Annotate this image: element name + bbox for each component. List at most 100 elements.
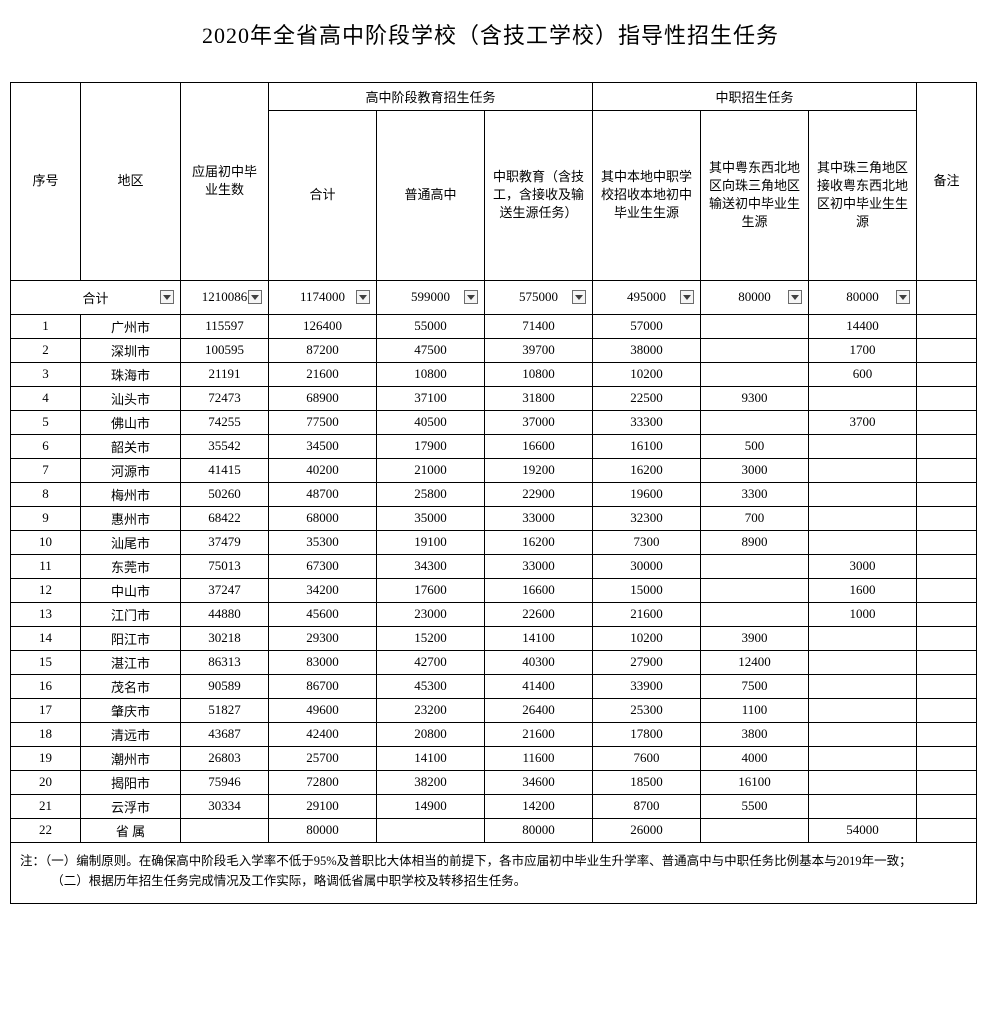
cell-grads: 43687 <box>181 722 269 746</box>
filter-dropdown-icon[interactable] <box>356 290 370 304</box>
totals-total[interactable]: 1174000 <box>269 280 377 314</box>
col-local-src: 其中本地中职学校招收本地初中毕业生生源 <box>593 110 701 280</box>
cell-voc: 33000 <box>485 554 593 578</box>
cell-voc: 14100 <box>485 626 593 650</box>
cell-gen: 40500 <box>377 410 485 434</box>
cell-region: 阳江市 <box>81 626 181 650</box>
cell-voc: 22600 <box>485 602 593 626</box>
cell-seq: 10 <box>11 530 81 554</box>
cell-loc: 7300 <box>593 530 701 554</box>
totals-label-cell[interactable]: 合计 <box>11 280 181 314</box>
filter-dropdown-icon[interactable] <box>788 290 802 304</box>
cell-region: 佛山市 <box>81 410 181 434</box>
filter-dropdown-icon[interactable] <box>680 290 694 304</box>
cell-voc: 14200 <box>485 794 593 818</box>
table-row: 11东莞市75013673003430033000300003000 <box>11 554 977 578</box>
cell-grads: 35542 <box>181 434 269 458</box>
cell-region: 惠州市 <box>81 506 181 530</box>
notes-line-2: （二）根据历年招生任务完成情况及工作实际，略调低省属中职学校及转移招生任务。 <box>20 871 967 891</box>
cell-region: 广州市 <box>81 314 181 338</box>
cell-in <box>809 746 917 770</box>
totals-gen[interactable]: 599000 <box>377 280 485 314</box>
cell-remark <box>917 722 977 746</box>
cell-region: 云浮市 <box>81 794 181 818</box>
cell-total: 42400 <box>269 722 377 746</box>
cell-in <box>809 386 917 410</box>
cell-grads <box>181 818 269 842</box>
totals-out[interactable]: 80000 <box>701 280 809 314</box>
cell-remark <box>917 770 977 794</box>
table-row: 19潮州市2680325700141001160076004000 <box>11 746 977 770</box>
totals-voc[interactable]: 575000 <box>485 280 593 314</box>
cell-out: 3800 <box>701 722 809 746</box>
cell-loc: 18500 <box>593 770 701 794</box>
cell-voc: 26400 <box>485 698 593 722</box>
cell-seq: 11 <box>11 554 81 578</box>
cell-gen: 47500 <box>377 338 485 362</box>
totals-in[interactable]: 80000 <box>809 280 917 314</box>
cell-loc: 33300 <box>593 410 701 434</box>
cell-in: 1700 <box>809 338 917 362</box>
page-title: 2020年全省高中阶段学校（含技工学校）指导性招生任务 <box>10 10 971 62</box>
cell-seq: 1 <box>11 314 81 338</box>
filter-dropdown-icon[interactable] <box>896 290 910 304</box>
cell-in <box>809 650 917 674</box>
filter-dropdown-icon[interactable] <box>572 290 586 304</box>
cell-out <box>701 554 809 578</box>
cell-remark <box>917 482 977 506</box>
cell-seq: 5 <box>11 410 81 434</box>
cell-in <box>809 626 917 650</box>
cell-in <box>809 506 917 530</box>
cell-gen: 35000 <box>377 506 485 530</box>
filter-dropdown-icon[interactable] <box>248 290 262 304</box>
cell-gen: 21000 <box>377 458 485 482</box>
totals-gen-value: 599000 <box>411 289 450 304</box>
totals-row: 合计 1210086 1174000 599000 575000 495000 … <box>11 280 977 314</box>
cell-in: 3000 <box>809 554 917 578</box>
filter-dropdown-icon[interactable] <box>160 290 174 304</box>
cell-voc: 16600 <box>485 578 593 602</box>
cell-region: 河源市 <box>81 458 181 482</box>
cell-total: 21600 <box>269 362 377 386</box>
cell-grads: 50260 <box>181 482 269 506</box>
cell-voc: 34600 <box>485 770 593 794</box>
cell-seq: 8 <box>11 482 81 506</box>
cell-gen: 42700 <box>377 650 485 674</box>
cell-total: 86700 <box>269 674 377 698</box>
cell-out: 4000 <box>701 746 809 770</box>
cell-seq: 13 <box>11 602 81 626</box>
table-row: 9惠州市6842268000350003300032300700 <box>11 506 977 530</box>
filter-dropdown-icon[interactable] <box>464 290 478 304</box>
cell-in <box>809 434 917 458</box>
cell-voc: 31800 <box>485 386 593 410</box>
cell-region: 湛江市 <box>81 650 181 674</box>
cell-seq: 17 <box>11 698 81 722</box>
table-row: 2深圳市100595872004750039700380001700 <box>11 338 977 362</box>
cell-remark <box>917 794 977 818</box>
cell-remark <box>917 434 977 458</box>
cell-remark <box>917 458 977 482</box>
cell-gen: 45300 <box>377 674 485 698</box>
cell-out: 1100 <box>701 698 809 722</box>
cell-gen: 17600 <box>377 578 485 602</box>
totals-loc[interactable]: 495000 <box>593 280 701 314</box>
cell-total: 48700 <box>269 482 377 506</box>
cell-grads: 37247 <box>181 578 269 602</box>
cell-in: 54000 <box>809 818 917 842</box>
cell-out: 12400 <box>701 650 809 674</box>
cell-in <box>809 530 917 554</box>
cell-loc: 26000 <box>593 818 701 842</box>
cell-in: 3700 <box>809 410 917 434</box>
totals-total-value: 1174000 <box>300 289 345 304</box>
cell-in <box>809 770 917 794</box>
col-outbound: 其中粤东西北地区向珠三角地区输送初中毕业生生源 <box>701 110 809 280</box>
cell-loc: 7600 <box>593 746 701 770</box>
cell-total: 68900 <box>269 386 377 410</box>
totals-grads[interactable]: 1210086 <box>181 280 269 314</box>
cell-seq: 19 <box>11 746 81 770</box>
cell-seq: 2 <box>11 338 81 362</box>
cell-remark <box>917 602 977 626</box>
cell-grads: 68422 <box>181 506 269 530</box>
cell-region: 江门市 <box>81 602 181 626</box>
cell-remark <box>917 338 977 362</box>
